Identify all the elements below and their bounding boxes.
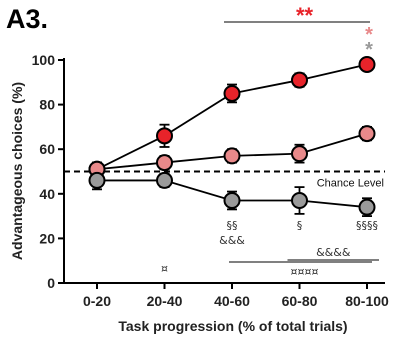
data-point bbox=[156, 127, 173, 145]
y-tick-label: 40 bbox=[39, 186, 55, 202]
y-tick-label: 80 bbox=[39, 97, 55, 113]
chance-level-label: Chance Level bbox=[317, 178, 384, 190]
x-tick-label: 80-100 bbox=[345, 293, 389, 309]
data-point bbox=[88, 171, 106, 189]
currency-bracket-label: ¤¤¤¤ bbox=[291, 265, 319, 278]
panel-label: A3. bbox=[6, 4, 48, 34]
significance-symbol: §§ bbox=[227, 219, 238, 232]
data-point bbox=[156, 154, 173, 172]
x-tick-label: 60-80 bbox=[282, 293, 318, 309]
y-tick-label: 0 bbox=[47, 275, 55, 291]
data-point bbox=[223, 147, 241, 165]
amp-bracket-label: &&&& bbox=[316, 246, 351, 259]
plot-area: 0 20 40 60 80 100 0-20 20-40 40-60 60-80 80-100 Cha… bbox=[32, 3, 389, 309]
data-point bbox=[156, 171, 173, 189]
significance-symbol: &&& bbox=[219, 234, 245, 247]
x-tick-label: 0-20 bbox=[83, 293, 111, 309]
data-point bbox=[358, 198, 376, 216]
x-tick-label: 20-40 bbox=[147, 293, 183, 309]
x-axis-title: Task progression (% of total trials) bbox=[118, 318, 347, 334]
y-tick-label: 20 bbox=[39, 230, 55, 246]
top-significance-marker: ** bbox=[296, 3, 314, 28]
data-point bbox=[291, 145, 308, 163]
data-point bbox=[358, 125, 376, 143]
data-point bbox=[223, 191, 241, 209]
y-tick-label: 100 bbox=[32, 52, 56, 68]
data-point bbox=[223, 84, 241, 102]
significance-symbol: §§§§ bbox=[356, 219, 378, 232]
significance-symbol: § bbox=[297, 219, 303, 232]
x-tick-label: 40-60 bbox=[214, 293, 250, 309]
y-tick-label: 60 bbox=[39, 141, 55, 157]
data-point bbox=[358, 55, 376, 73]
significance-marker: * bbox=[365, 24, 373, 46]
data-point bbox=[291, 71, 308, 89]
y-axis-title: Advantageous choices (%) bbox=[9, 82, 25, 260]
currency-symbol: ¤ bbox=[161, 262, 168, 275]
significance-marker: * bbox=[365, 39, 373, 61]
data-point bbox=[291, 191, 308, 209]
